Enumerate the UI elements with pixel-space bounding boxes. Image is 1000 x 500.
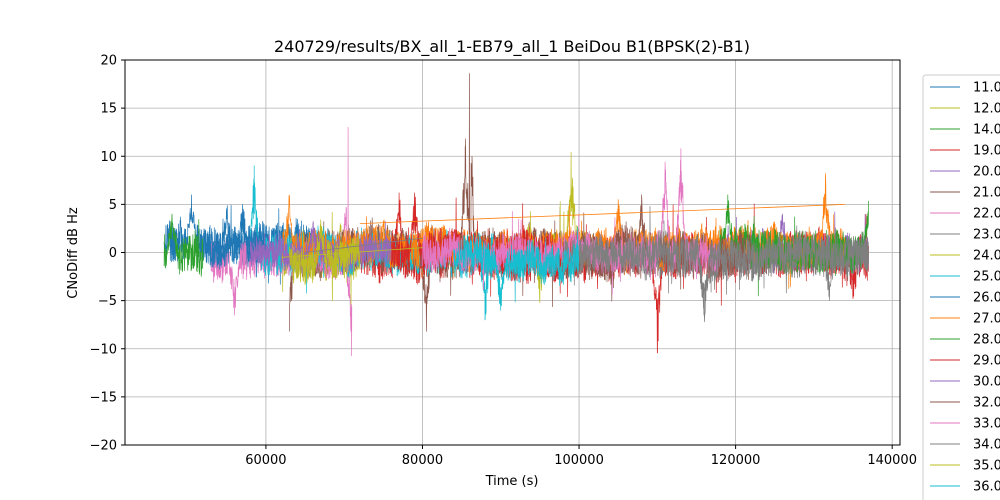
legend-label: 19.0 (973, 144, 1000, 159)
y-axis-label: CNoDiff dB Hz (66, 207, 81, 299)
y-tick-label: 20 (100, 54, 117, 69)
series-line (163, 213, 204, 277)
legend-label: 22.0 (973, 207, 1000, 222)
legend-label: 27.0 (973, 312, 1000, 327)
legend-label: 32.0 (973, 396, 1000, 411)
y-tick-label: 10 (100, 150, 117, 165)
legend-label: 36.0 (973, 480, 1000, 495)
chart-title: 240729/results/BX_all_1-EB79_all_1 BeiDo… (274, 37, 750, 57)
x-axis-label: Time (s) (485, 474, 539, 489)
legend-label: 11.0 (973, 81, 1000, 96)
legend-label: 21.0 (973, 186, 1000, 201)
x-tick-label: 140000 (867, 453, 917, 468)
legend-label: 14.0 (973, 123, 1000, 138)
series-line (563, 206, 869, 316)
series-line (202, 204, 267, 278)
series-line (289, 219, 361, 302)
legend-label: 34.0 (973, 438, 1000, 453)
y-tick-label: −20 (90, 439, 117, 454)
x-tick-label: 60000 (245, 453, 286, 468)
legend-box (922, 74, 1000, 500)
legend-label: 33.0 (973, 417, 1000, 432)
y-tick-label: −5 (98, 294, 117, 309)
y-tick-label: 15 (100, 102, 117, 117)
legend-label: 12.0 (973, 102, 1000, 117)
trend-line (305, 237, 423, 253)
x-tick-label: 100000 (554, 453, 604, 468)
y-tick-label: 0 (109, 246, 117, 261)
y-tick-label: −10 (90, 342, 117, 357)
trend-line (359, 204, 846, 224)
legend-label: 29.0 (973, 354, 1000, 369)
trend-line (281, 247, 423, 258)
series-line (453, 226, 580, 311)
legend-label: 24.0 (973, 249, 1000, 264)
axis-ticks: 60000 80000 100000 120000 140000 −20 −15 −10 −5 0… (90, 54, 917, 469)
legend-label: 28.0 (973, 333, 1000, 348)
series-layer (163, 73, 869, 357)
legend: 11.0 12.0 14.0 19.0 20.0 21.0 22.0 23.0 24.0 25.0… (922, 74, 1000, 500)
legend-label: 23.0 (973, 228, 1000, 243)
x-tick-label: 120000 (711, 453, 761, 468)
x-tick-label: 80000 (402, 453, 443, 468)
legend-label: 35.0 (973, 459, 1000, 474)
legend-label: 26.0 (973, 291, 1000, 306)
y-tick-label: −15 (90, 390, 117, 405)
legend-label: 20.0 (973, 165, 1000, 180)
legend-label: 30.0 (973, 375, 1000, 390)
y-tick-label: 5 (109, 198, 117, 213)
legend-label: 25.0 (973, 270, 1000, 285)
